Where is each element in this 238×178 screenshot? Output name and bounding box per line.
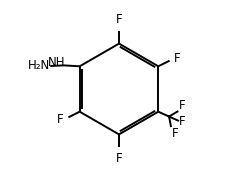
- Text: F: F: [171, 127, 178, 140]
- Text: F: F: [116, 152, 122, 165]
- Text: NH: NH: [48, 56, 65, 69]
- Text: F: F: [174, 52, 181, 65]
- Text: F: F: [116, 13, 122, 26]
- Text: F: F: [178, 99, 185, 112]
- Text: F: F: [57, 113, 64, 126]
- Text: F: F: [179, 115, 185, 128]
- Text: H₂N: H₂N: [28, 59, 50, 72]
